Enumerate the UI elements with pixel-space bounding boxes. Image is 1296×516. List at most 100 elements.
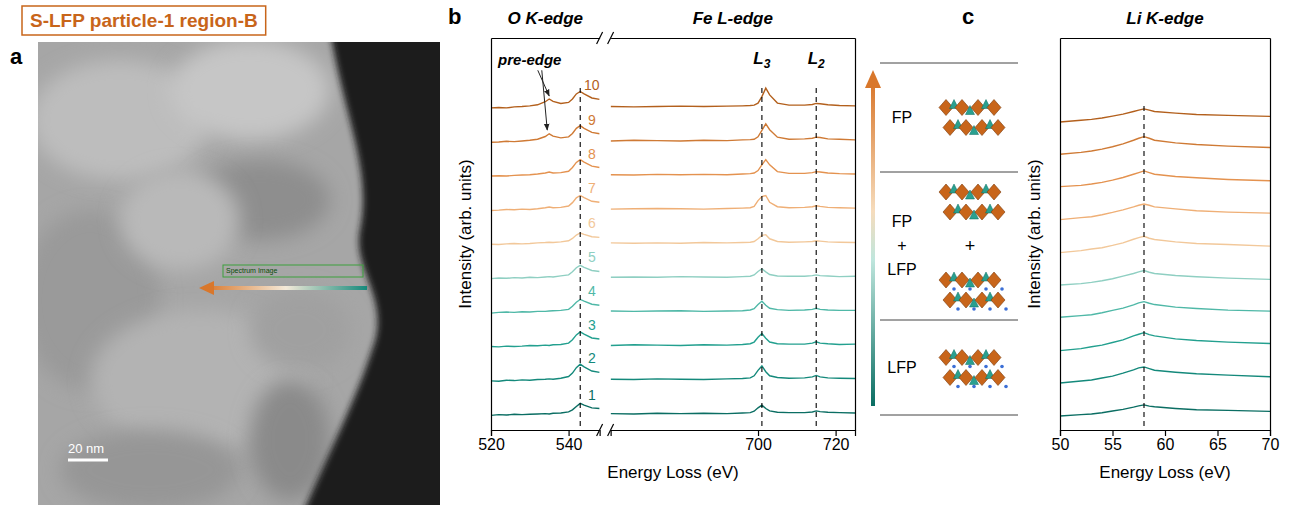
y-axis-right [855,39,856,431]
li-ion [984,287,988,291]
tick-label: 540 [556,436,583,453]
figure: S-LFP particle-1 region-BaSpectrum Image… [0,0,1296,516]
reference-line [580,84,581,426]
state-label: FP [892,109,912,126]
octahedron [987,100,1001,116]
state-arrow [871,84,875,406]
panel-b: 520540O K-edge700720Fe L-edge12345678910… [448,4,856,482]
tick-label: 70 [1262,436,1280,453]
scan-arrow [212,286,367,290]
spectrum [1060,204,1270,220]
x-axis-top [492,38,601,39]
spectrum [1060,302,1270,318]
tick-label: 520 [478,436,505,453]
schematic-divider [880,172,1018,173]
li-ion [952,365,956,369]
tick: 540 [556,430,583,453]
state-label: FP [892,213,912,230]
tick-label: 720 [823,436,850,453]
spectrum [611,124,855,141]
spectrum [491,160,600,176]
box-label: Spectrum Image [226,267,277,275]
axis-line [1061,431,1271,437]
tick-label: 60 [1157,436,1175,453]
y-axis [491,39,492,431]
state-arrow-head [865,70,881,88]
series-label: 4 [588,283,596,299]
annotation-arrow [542,70,547,130]
reference-line [1143,103,1144,426]
axis-line [1061,38,1271,39]
spectrum [611,88,855,107]
tick-label: 50 [1052,436,1070,453]
y-axis-right [1270,39,1271,431]
axis-line [492,431,601,437]
spectrum [491,364,600,381]
reference-line [761,84,762,426]
spectrum [611,405,855,414]
schematic: FPFP+LFP+LFP [865,63,1018,415]
tick: 700 [745,430,772,453]
li-ion [1004,385,1008,389]
axis-break [608,424,614,436]
octahedron [991,120,1005,136]
image-texture [60,430,240,505]
axis-line [1060,39,1061,431]
tick: 60 [1157,430,1175,453]
figure-svg: S-LFP particle-1 region-BaSpectrum Image… [0,0,1296,516]
tick-label: 65 [1209,436,1227,453]
plot-area [611,88,855,414]
spectrum-image-box [223,265,363,277]
spectrum [491,265,600,278]
axis-line [611,431,855,437]
panel-c: 50 55 60 65 70 c Li K-edge Energy Loss (eV) Inte… [962,4,1280,482]
panel-letter: b [448,4,461,29]
series-label: 10 [584,77,600,93]
scale-bar [68,459,108,462]
x-axis: 520 540 [478,430,600,453]
spectrum [1060,333,1270,351]
spectrum [1060,236,1270,252]
annotation: L2 [808,49,825,71]
series-label: 3 [588,317,596,333]
tick-label: 700 [745,436,772,453]
y-axis [1060,39,1061,431]
x-axis-top [611,38,855,39]
structure-fp [939,184,1005,220]
image-texture [170,42,330,140]
y-axis-title: Intensity (arb. units) [1025,159,1044,308]
panel-letter: c [962,4,974,29]
tick-mark [1165,430,1166,436]
spectrum [611,195,855,209]
li-ion [988,385,992,389]
li-ion [952,287,956,291]
li-ion [1000,365,1004,369]
series-label: 9 [588,112,596,128]
structure-joiner: + [965,236,976,256]
axis-line [855,39,856,431]
x-axis-title: Energy Loss (eV) [1099,463,1230,482]
panel-title: S-LFP particle-1 region-B [30,10,258,31]
octahedron [991,370,1005,386]
tick-mark [1217,430,1218,436]
chart-title: Li K-edge [1126,9,1203,28]
spectrum [611,334,855,346]
tick: 520 [478,430,505,453]
spectrum [611,160,855,175]
axis-break [597,32,603,44]
tick: 70 [1262,430,1280,453]
spectrum [1060,367,1270,383]
spectrum [611,269,855,278]
li-ion [956,385,960,389]
x-axis-title: Energy Loss (eV) [607,463,738,482]
series-label: 1 [588,387,596,403]
tick-label: 55 [1104,436,1122,453]
tick: 65 [1209,430,1227,453]
segment-title: O K-edge [508,9,584,28]
li-ion [968,365,972,369]
tick: 720 [823,430,850,453]
tick-mark [1060,430,1061,436]
spectrum [491,332,600,347]
image-texture [250,290,350,370]
axis-break [597,424,603,436]
